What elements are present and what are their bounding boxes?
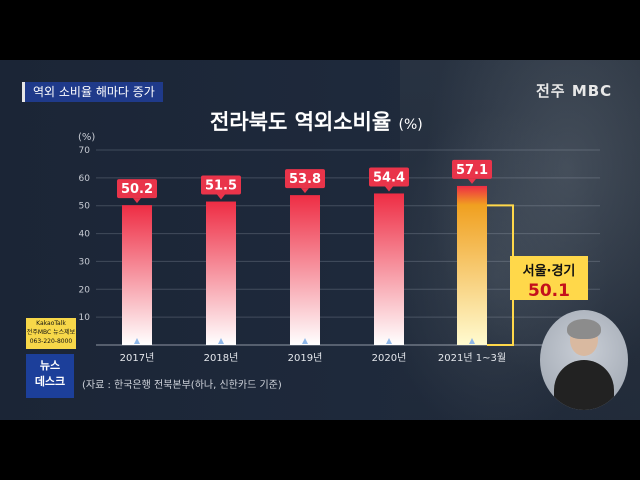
y-tick-label: 60 xyxy=(79,174,91,184)
newsdesk-line1: 뉴스 xyxy=(39,359,61,372)
y-axis-label: (%) xyxy=(78,132,95,143)
sign-language-interpreter xyxy=(540,310,628,410)
data-label-badge xyxy=(201,175,241,195)
data-label-pointer xyxy=(301,188,309,194)
category-label: 2018년 xyxy=(204,352,239,364)
data-label-pointer xyxy=(385,186,393,192)
bar-base-marker xyxy=(386,338,392,344)
data-label-badge xyxy=(117,179,157,199)
category-label: 2019년 xyxy=(288,352,323,364)
newsdesk-logo: 뉴스 데스크 xyxy=(26,354,74,398)
category-label: 2017년 xyxy=(120,352,155,364)
bar xyxy=(457,185,487,345)
data-label: 50.2 xyxy=(121,182,153,197)
grid-layer xyxy=(96,149,600,346)
y-tick-label: 10 xyxy=(79,313,91,323)
bar-base-marker xyxy=(302,338,308,344)
interpreter-hair xyxy=(567,319,601,339)
callout-label: 서울·경기 xyxy=(522,264,576,279)
newsdesk-line2: 데스크 xyxy=(34,375,66,388)
data-label-pointer xyxy=(468,178,476,184)
bars-layer xyxy=(122,185,487,345)
bar-base-marker xyxy=(218,338,224,344)
bar xyxy=(374,193,404,345)
chart-title-unit: (%) xyxy=(398,117,423,133)
data-label: 53.8 xyxy=(289,172,321,187)
data-label: 51.5 xyxy=(205,179,237,194)
data-label: 57.1 xyxy=(456,163,488,178)
data-label-badge xyxy=(285,169,325,189)
video-frame: 역외 소비율 해마다 증가 전주 MBC 전라북도 역외소비율 (%) (%) 1… xyxy=(0,60,640,420)
kakao-report-badge: KakaoTalk 전주MBC 뉴스제보 063-220-8000 xyxy=(26,318,76,349)
bar-base-marker xyxy=(469,338,475,344)
news-headline-tag: 역외 소비율 해마다 증가 xyxy=(22,82,163,102)
kakao-phone: 063-220-8000 xyxy=(29,338,73,345)
bar-base-marker xyxy=(134,338,140,344)
data-label: 54.4 xyxy=(373,170,405,185)
category-label: 2021년 1~3월 xyxy=(438,352,506,364)
y-tick-label: 70 xyxy=(79,146,91,156)
interpreter-body xyxy=(554,360,614,410)
bar-chart: (%) 10 20 30 40 50 60 70 50.2 2017년 51.5 2018년 53.8 2… xyxy=(78,132,600,364)
labels-layer: (%) 10 20 30 40 50 60 70 50.2 2017년 51.5 2018년 53.8 2… xyxy=(78,132,514,364)
station-logo: 전주 MBC xyxy=(536,82,613,100)
kakao-label: KakaoTalk xyxy=(36,320,66,327)
y-tick-label: 50 xyxy=(79,202,91,212)
seoul-gyeonggi-callout: 서울·경기 50.1 xyxy=(510,256,588,301)
category-label: 2020년 xyxy=(372,352,407,364)
y-tick-label: 30 xyxy=(79,257,91,267)
y-tick-label: 20 xyxy=(79,285,91,295)
source-caption: (자료 : 한국은행 전북본부(하나, 신한카드 기준) xyxy=(82,380,282,391)
chart-title-text: 전라북도 역외소비율 xyxy=(210,110,392,134)
data-label-pointer xyxy=(217,194,225,200)
chart-title: 전라북도 역외소비율 (%) xyxy=(210,106,423,136)
data-label-badge xyxy=(369,167,409,187)
callout-value: 50.1 xyxy=(528,281,570,301)
data-label-pointer xyxy=(133,198,141,204)
bar xyxy=(206,201,236,345)
y-tick-label: 40 xyxy=(79,230,91,240)
kakao-report-label: 전주MBC 뉴스제보 xyxy=(26,329,76,336)
bar xyxy=(290,195,320,345)
bar xyxy=(122,205,152,345)
data-label-badge xyxy=(452,159,492,179)
